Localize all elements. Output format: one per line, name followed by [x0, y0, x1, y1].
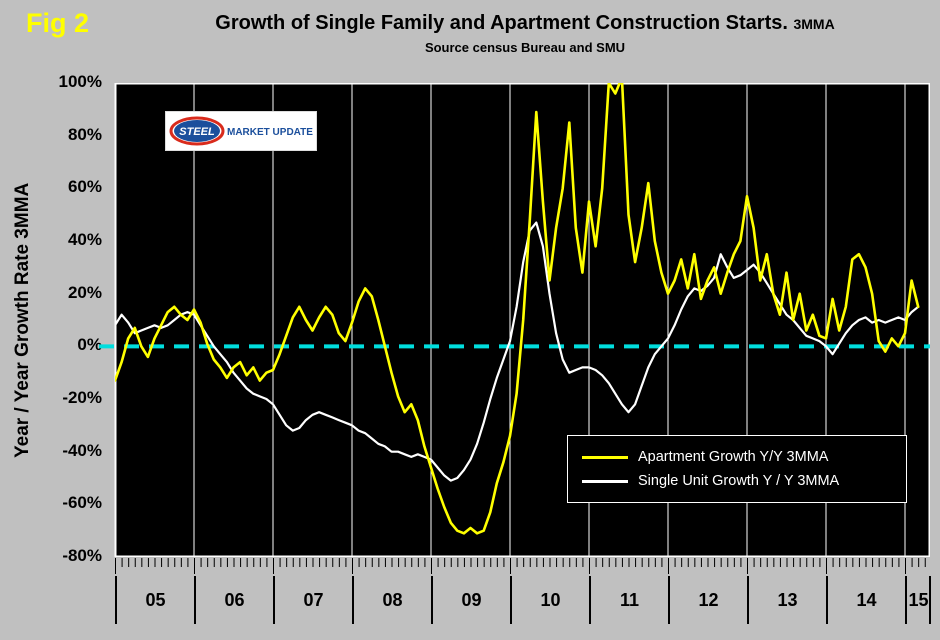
y-tick-label: -20% [62, 388, 102, 407]
x-tick-label: 07 [273, 576, 352, 624]
logo-red-ring [169, 116, 225, 146]
single-family-series-line [115, 221, 920, 482]
x-tick-label: 11 [589, 576, 668, 624]
y-tick-label: 80% [67, 124, 102, 144]
smu-logo: STEEL MARKET UPDATE [165, 111, 317, 151]
x-axis-labels: 05 06 07 08 09 10 11 12 13 14 15 [115, 576, 931, 624]
legend: Apartment Growth Y/Y 3MMA Single Unit Gro… [567, 435, 907, 503]
logo-steel-text: STEEL [179, 126, 215, 138]
apartment-series-line [115, 83, 920, 535]
y-tick-label: 100% [58, 72, 102, 91]
y-tick-label: 20% [67, 282, 102, 302]
y-tick-label: 60% [67, 177, 102, 197]
legend-line-sample [582, 479, 628, 483]
chart-subtitle: Source census Bureau and SMU [424, 40, 626, 55]
chart-title-text: Growth of Single Family and Apartment Co… [215, 12, 788, 34]
legend-label: Apartment Growth Y/Y 3MMA [638, 449, 829, 465]
legend-label: Single Unit Growth Y / Y 3MMA [638, 473, 840, 489]
y-tick-label: 40% [67, 230, 102, 249]
x-tick-label: 06 [194, 576, 273, 624]
y-tick-label: -80% [62, 546, 102, 565]
plot-frame [115, 83, 930, 557]
logo-blue-oval [174, 120, 220, 142]
plot-svg [99, 83, 930, 557]
fig-label: Fig 2 [26, 8, 90, 38]
x-tick-label: 12 [668, 576, 747, 624]
y-tick-label: 0% [77, 335, 102, 355]
x-tick-label: 09 [431, 576, 510, 624]
legend-item: Single Unit Growth Y / Y 3MMA [582, 473, 892, 489]
chart-title: Growth of Single Family and Apartment Co… [110, 12, 940, 35]
y-tick-label: -60% [62, 493, 102, 513]
y-tick-label: -40% [62, 440, 102, 460]
x-tick-label: 14 [826, 576, 905, 624]
logo-market-update-text: MARKET UPDATE [227, 127, 313, 138]
legend-item: Apartment Growth Y/Y 3MMA [582, 449, 892, 465]
y-axis-tick-labels: 100% 80% 60% 40% 20% 0% -20% -40% -60% -80% [0, 72, 106, 565]
x-tick-label: 10 [510, 576, 589, 624]
chart-title-suffix: 3MMA [793, 16, 835, 32]
legend-line-sample [582, 455, 628, 459]
smu-logo-graphic: STEEL MARKET UPDATE [169, 116, 313, 146]
x-tick-label: 08 [352, 576, 431, 624]
x-axis-end-separator [929, 576, 931, 624]
plot-area: STEEL MARKET UPDATE Apartment Growth Y/Y… [99, 83, 930, 557]
x-axis-minor-ticks [115, 558, 926, 574]
x-tick-label: 13 [747, 576, 826, 624]
x-tick-label: 05 [115, 576, 194, 624]
x-tick-label: 15 [905, 576, 930, 624]
